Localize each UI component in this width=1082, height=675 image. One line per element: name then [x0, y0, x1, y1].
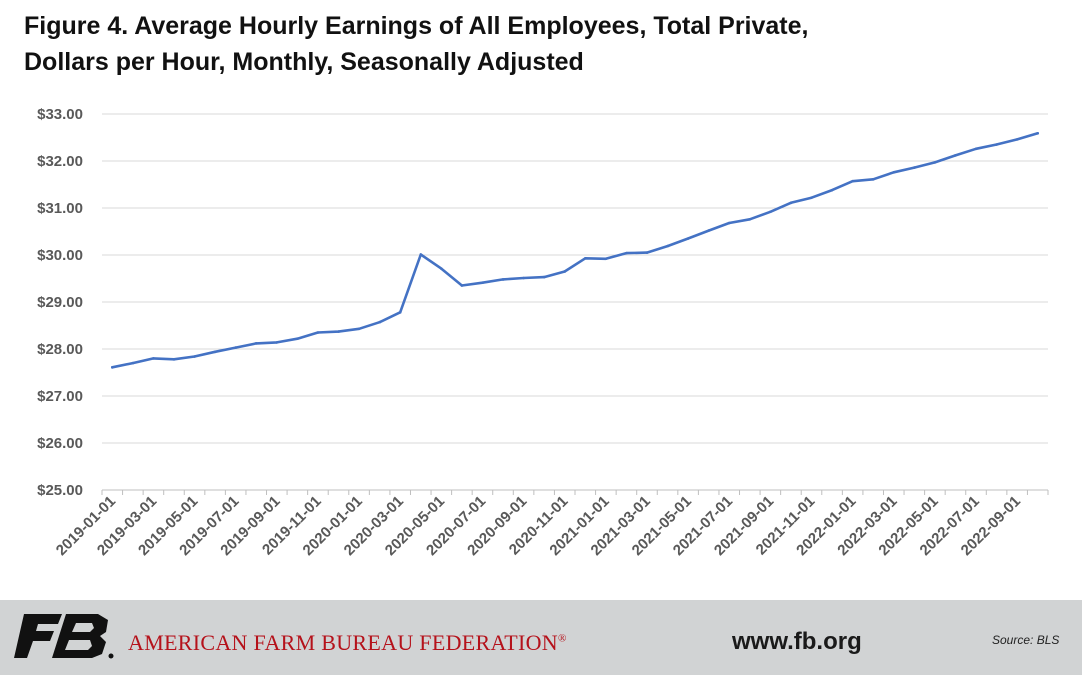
chart-title: Figure 4. Average Hourly Earnings of All…	[24, 8, 1064, 80]
logo-b-shape	[52, 614, 108, 658]
data-point	[254, 342, 258, 345]
data-point	[727, 221, 731, 225]
y-axis-tick-labels: $25.00 $26.00 $27.00 $28.00 $29.00 $30.00 $31.…	[37, 106, 83, 499]
data-point	[398, 311, 402, 314]
y-tick-label: $26.00	[37, 435, 83, 452]
y-tick-label: $33.00	[37, 106, 83, 123]
logo-b-notch-bottom	[65, 640, 92, 650]
data-point	[583, 256, 587, 260]
chart-title-line-1: Figure 4. Average Hourly Earnings of All…	[24, 12, 809, 40]
data-point	[440, 267, 443, 270]
y-tick-label: $28.00	[37, 341, 83, 358]
logo-f-shape	[14, 614, 62, 658]
data-point	[234, 346, 237, 349]
data-point	[604, 257, 608, 261]
logo-registered-dot	[108, 653, 114, 659]
data-point	[378, 320, 381, 324]
data-point	[337, 330, 340, 333]
data-point	[707, 229, 710, 232]
data-point	[460, 284, 464, 287]
series-line	[111, 132, 1039, 369]
data-point	[851, 179, 854, 183]
data-point	[172, 358, 176, 361]
y-tick-label: $29.00	[37, 294, 83, 311]
data-point	[481, 281, 484, 285]
data-point	[193, 355, 196, 358]
data-point	[645, 251, 649, 254]
gridlines	[102, 113, 1048, 444]
data-point	[769, 210, 772, 214]
y-tick-label: $25.00	[37, 482, 83, 499]
data-point	[542, 275, 546, 279]
data-point	[892, 170, 896, 174]
registered-mark: ®	[557, 632, 567, 645]
footer-bar: AMERICAN FARM BUREAU FEDERATION® www.fb.…	[0, 600, 1082, 675]
data-point	[954, 154, 957, 157]
y-tick-label: $27.00	[37, 388, 83, 405]
data-point	[830, 188, 834, 192]
data-point	[995, 143, 998, 146]
data-point	[810, 196, 813, 199]
data-point	[1036, 131, 1040, 135]
data-point	[933, 161, 937, 164]
y-tick-label: $32.00	[37, 153, 83, 170]
data-point	[316, 331, 320, 334]
chart-title-line-2: Dollars per Hour, Monthly, Seasonally Ad…	[24, 48, 584, 76]
source-note: Source: BLS	[992, 633, 1060, 647]
data-point	[913, 166, 916, 169]
data-point	[357, 327, 361, 331]
y-tick-label: $30.00	[37, 247, 83, 264]
organization-name: AMERICAN FARM BUREAU FEDERATION®	[128, 630, 567, 656]
logo-b-notch-top	[72, 623, 94, 632]
data-point	[419, 253, 423, 256]
data-point	[666, 244, 669, 248]
farm-bureau-logo	[14, 614, 114, 659]
data-point	[789, 201, 793, 205]
data-point	[522, 276, 525, 280]
data-point	[686, 237, 690, 240]
data-point	[275, 341, 279, 344]
data-point	[213, 350, 217, 354]
data-point	[110, 366, 114, 369]
data-point	[152, 357, 155, 360]
data-point	[563, 270, 567, 273]
data-point	[748, 217, 752, 221]
data-point	[131, 361, 135, 365]
organization-name-text: AMERICAN FARM BUREAU FEDERATION	[128, 630, 558, 655]
data-point	[625, 251, 628, 255]
series-layer	[110, 131, 1040, 369]
data-point	[1015, 138, 1019, 141]
y-tick-label: $31.00	[37, 200, 83, 217]
data-point	[871, 178, 875, 181]
data-point	[501, 278, 505, 281]
data-point	[974, 147, 978, 151]
website-link[interactable]: www.fb.org	[732, 628, 862, 655]
line-chart: $25.00 $26.00 $27.00 $28.00 $29.00 $30.00 $31.…	[37, 106, 1049, 559]
data-point	[296, 337, 299, 340]
x-axis: 2019-01-012019-03-012019-05-012019-07-01…	[53, 489, 1049, 559]
